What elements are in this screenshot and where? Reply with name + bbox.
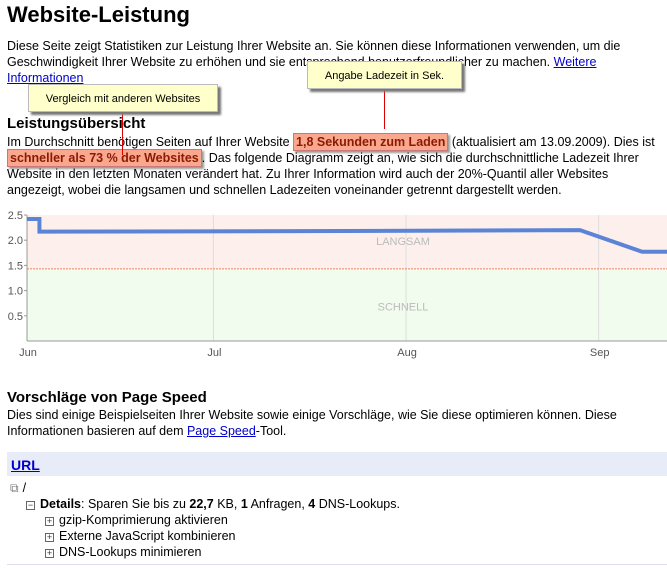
- pagespeed-t1: Dies sind einige Beispielseiten Ihrer We…: [7, 408, 617, 438]
- y-tick-label: 2.0: [8, 235, 23, 247]
- y-tick-label: 2.5: [8, 210, 23, 222]
- x-tick-label: Aug: [397, 347, 417, 359]
- external-link-icon[interactable]: ⧉: [10, 481, 19, 495]
- pagespeed-link[interactable]: Page Speed: [186, 424, 256, 438]
- table-row: ⧉ /: [10, 480, 667, 496]
- overview-t3: . Das folgende Diagramm zeigt an, wie si…: [7, 151, 639, 197]
- x-tick-label: Jun: [19, 347, 37, 359]
- overview-heading: Leistungsübersicht: [7, 115, 146, 132]
- load-time-line: [27, 217, 667, 254]
- details-t1: : Sparen Sie bis zu: [81, 497, 190, 511]
- details-req: 1: [240, 497, 248, 511]
- expand-icon[interactable]: +: [45, 548, 54, 558]
- callout-compare: Vergleich mit anderen Websites: [28, 84, 218, 112]
- url-list: ⧉ / − Details: Sparen Sie bis zu 22,7 KB, …: [10, 480, 667, 560]
- expand-icon[interactable]: +: [45, 532, 54, 542]
- suggestion-item[interactable]: + gzip-Komprimierung aktivieren: [10, 512, 667, 528]
- details-label: Details: [40, 497, 81, 511]
- suggestion-label: Externe JavaScript kombinieren: [59, 529, 236, 543]
- suggestion-item[interactable]: + Externe JavaScript kombinieren: [10, 528, 667, 544]
- table-header: URL: [7, 452, 667, 476]
- overview-t2: (aktualisiert am 13.09.2009). Dies ist: [448, 135, 655, 149]
- load-time-chart: Jun Jul Aug Sep 0.5 1.0 1.5 2.0 2.5 LANGSAM SCHNEL…: [8, 210, 667, 359]
- details-row: − Details: Sparen Sie bis zu 22,7 KB, 1 A…: [10, 496, 667, 512]
- pagespeed-t2: -Tool.: [255, 424, 287, 438]
- fast-region: [27, 268, 667, 341]
- overview-text: Im Durchschnitt benötigen Seiten auf Ihr…: [7, 133, 667, 198]
- slow-region-label: LANGSAM: [376, 236, 430, 248]
- x-tick-label: Sep: [590, 347, 610, 359]
- pagespeed-heading: Vorschläge von Page Speed: [7, 389, 207, 406]
- suggestion-label: DNS-Lookups minimieren: [59, 545, 202, 559]
- pagespeed-text: Dies sind einige Beispielseiten Ihrer We…: [7, 407, 662, 439]
- x-tick-label: Jul: [207, 347, 221, 359]
- page-title: Website-Leistung: [7, 2, 190, 27]
- suggestion-item[interactable]: + DNS-Lookups minimieren: [10, 544, 667, 560]
- collapse-icon[interactable]: −: [26, 500, 35, 510]
- callout-loadtime: Angabe Ladezeit in Sek.: [307, 61, 462, 89]
- overview-t1: Im Durchschnitt benötigen Seiten auf Ihr…: [7, 135, 294, 149]
- comparison-highlight: schneller als 73 % der Websites: [7, 149, 202, 167]
- y-tick-label: 0.5: [8, 311, 23, 323]
- table-bottom-border: [7, 564, 667, 565]
- y-tick-label: 1.5: [8, 260, 23, 272]
- suggestion-label: gzip-Komprimierung aktivieren: [59, 513, 228, 527]
- load-time-highlight: 1,8 Sekunden zum Laden: [293, 133, 449, 151]
- fast-region-label: SCHNELL: [378, 302, 429, 314]
- details-kb: 22,7: [189, 497, 214, 511]
- details-t4: DNS-Lookups.: [315, 497, 400, 511]
- url-value: /: [22, 481, 27, 495]
- details-t3: Anfragen,: [247, 497, 309, 511]
- url-sort-link[interactable]: URL: [11, 457, 40, 473]
- callout-connector: [384, 88, 385, 129]
- callout-connector: [122, 110, 123, 155]
- slow-region: [27, 215, 667, 269]
- more-info-link[interactable]: Weitere Informationen: [7, 55, 597, 85]
- details-t2: KB,: [213, 497, 241, 511]
- expand-icon[interactable]: +: [45, 516, 54, 526]
- y-tick-label: 1.0: [8, 286, 23, 298]
- details-dns: 4: [308, 497, 316, 511]
